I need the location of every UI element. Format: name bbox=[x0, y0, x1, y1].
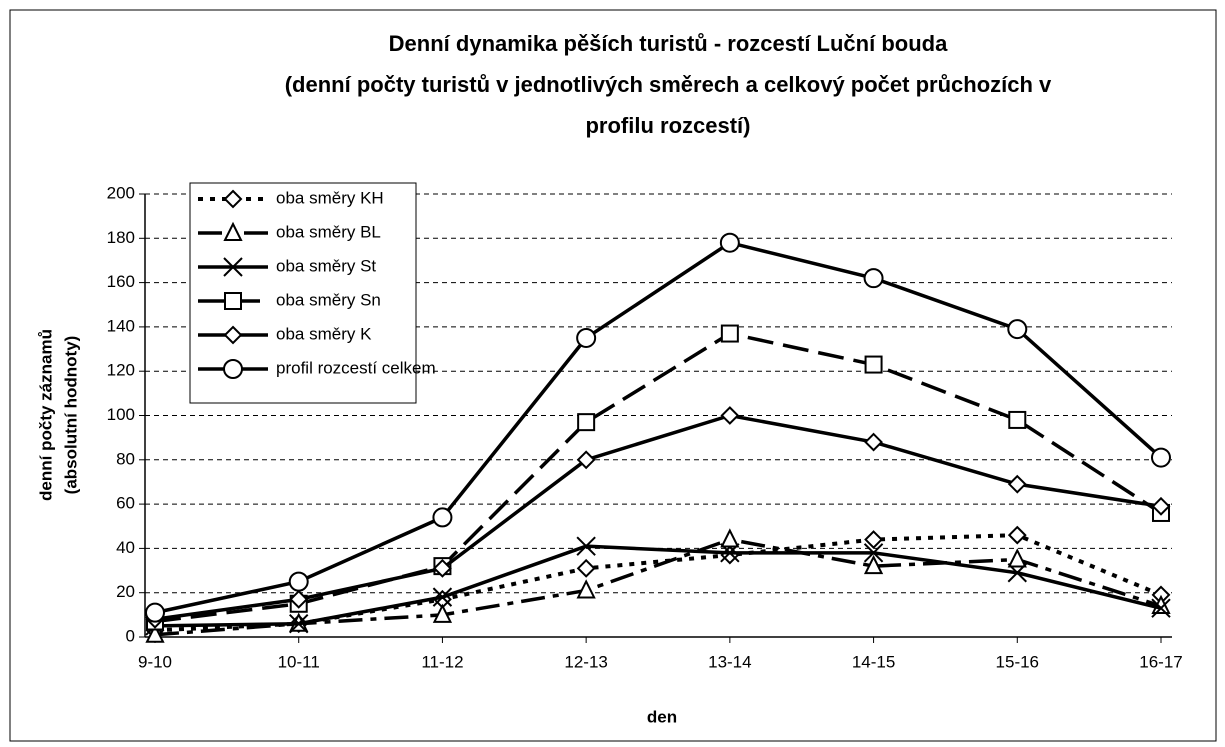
marker bbox=[289, 589, 309, 609]
x-tick-label: 13-14 bbox=[708, 652, 751, 671]
legend-label: oba směry St bbox=[276, 256, 376, 275]
y-tick-label: 0 bbox=[126, 626, 135, 645]
marker bbox=[145, 623, 165, 643]
y-tick-label: 120 bbox=[107, 361, 135, 380]
x-tick-label: 14-15 bbox=[852, 652, 895, 671]
x-tick-label: 16-17 bbox=[1139, 652, 1182, 671]
chart-title: Denní dynamika pěších turistů - rozcestí… bbox=[389, 31, 948, 56]
marker bbox=[577, 413, 596, 432]
marker bbox=[719, 232, 740, 253]
y-axis-label: denní počty záznamů bbox=[36, 329, 55, 501]
marker bbox=[432, 587, 453, 607]
marker bbox=[145, 602, 165, 623]
marker bbox=[576, 558, 596, 578]
y-tick-label: 40 bbox=[116, 538, 135, 557]
marker bbox=[1007, 474, 1027, 494]
marker bbox=[1007, 548, 1027, 568]
marker bbox=[576, 536, 596, 556]
marker bbox=[720, 406, 740, 425]
x-axis-label: den bbox=[647, 707, 677, 726]
marker bbox=[1151, 447, 1171, 468]
marker bbox=[576, 579, 596, 599]
series-line bbox=[154, 537, 1162, 637]
x-tick-label: 11-12 bbox=[421, 652, 463, 671]
marker bbox=[1151, 496, 1171, 516]
y-tick-label: 100 bbox=[107, 405, 135, 424]
y-tick-label: 140 bbox=[107, 316, 135, 335]
marker bbox=[1151, 598, 1171, 618]
y-axis-label: (absolutní hodnoty) bbox=[61, 336, 80, 495]
marker bbox=[1007, 525, 1027, 545]
marker bbox=[433, 558, 452, 578]
legend-label: oba směry K bbox=[276, 324, 372, 343]
marker bbox=[1008, 410, 1027, 429]
y-tick-label: 80 bbox=[116, 449, 135, 468]
marker bbox=[576, 327, 597, 348]
marker bbox=[864, 530, 883, 549]
chart-title: profilu rozcestí) bbox=[585, 113, 750, 138]
marker bbox=[432, 603, 453, 623]
marker bbox=[224, 292, 242, 310]
x-tick-label: 10-11 bbox=[278, 652, 320, 671]
legend-label: oba směry BL bbox=[276, 222, 381, 241]
legend-label: oba směry KH bbox=[276, 188, 384, 207]
marker bbox=[432, 507, 453, 528]
marker bbox=[1007, 563, 1027, 583]
marker bbox=[223, 257, 243, 277]
marker bbox=[864, 432, 883, 452]
y-tick-label: 180 bbox=[107, 228, 135, 247]
marker bbox=[223, 221, 243, 241]
y-tick-label: 160 bbox=[107, 272, 135, 291]
marker bbox=[720, 528, 740, 548]
marker bbox=[223, 325, 243, 345]
marker bbox=[223, 359, 243, 379]
legend-label: profil rozcestí celkem bbox=[276, 358, 436, 377]
y-tick-label: 200 bbox=[107, 183, 135, 202]
marker bbox=[864, 355, 883, 374]
y-tick-label: 60 bbox=[116, 494, 135, 513]
marker bbox=[863, 543, 884, 563]
marker bbox=[1007, 319, 1028, 340]
legend-label: oba směry Sn bbox=[276, 290, 381, 309]
series-line bbox=[154, 240, 1163, 615]
x-tick-label: 12-13 bbox=[564, 652, 607, 671]
marker bbox=[288, 571, 309, 592]
series-line bbox=[154, 544, 1162, 628]
marker bbox=[576, 450, 596, 470]
marker bbox=[720, 543, 740, 563]
marker bbox=[720, 324, 739, 343]
series-line bbox=[154, 331, 1162, 624]
chart-title: (denní počty turistů v jednotlivých směr… bbox=[285, 72, 1052, 97]
series-line bbox=[154, 413, 1162, 622]
x-tick-label: 9-10 bbox=[138, 652, 172, 671]
marker bbox=[863, 268, 884, 289]
y-tick-label: 20 bbox=[116, 582, 135, 601]
x-tick-label: 15-16 bbox=[996, 652, 1039, 671]
marker bbox=[223, 189, 243, 209]
marker bbox=[289, 614, 309, 634]
marker bbox=[863, 554, 884, 575]
